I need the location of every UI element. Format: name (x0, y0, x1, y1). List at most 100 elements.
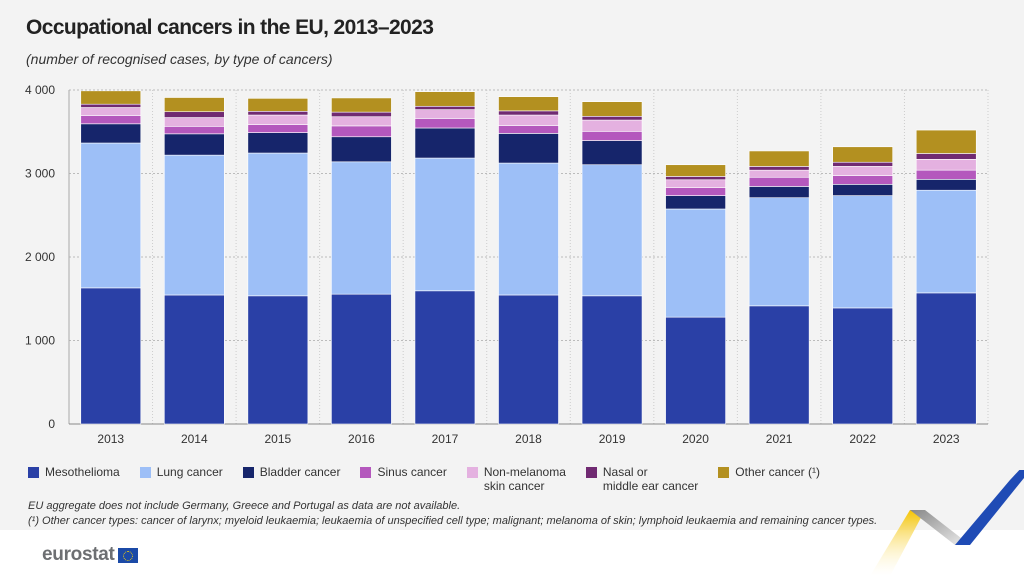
legend-item-other-cancer: Other cancer (¹) (718, 465, 820, 479)
x-tick-label: 2014 (181, 432, 208, 446)
eurostat-decoration (870, 470, 1024, 576)
chart-title: Occupational cancers in the EU, 2013–202… (26, 16, 434, 39)
y-tick-label: 2 000 (25, 250, 55, 264)
y-tick-label: 3 000 (25, 167, 55, 181)
bar-segment-bladder-cancer-2013 (80, 123, 142, 144)
bar-segment-sinus-cancer-2015 (247, 124, 309, 133)
x-tick-label: 2021 (766, 432, 793, 446)
bar-segment-nasal-or-2019 (581, 116, 643, 121)
bar-segment-nasal-or-2020 (665, 176, 726, 181)
legend-swatch (28, 467, 39, 478)
legend-item-bladder-cancer: Bladder cancer (242, 465, 341, 479)
bar-segment-non-melanoma-2021 (748, 169, 810, 178)
bar-segment-mesothelioma-2020 (665, 316, 726, 425)
legend-item-lung-cancer: Lung cancer (139, 465, 223, 479)
bar-segment-mesothelioma-2023 (915, 292, 977, 425)
bar-segment-mesothelioma-2013 (80, 287, 142, 425)
bar-segment-sinus-cancer-2013 (80, 115, 142, 125)
bar-segment-other-cancer--2015 (247, 98, 309, 112)
bar-segment-nasal-or-2013 (80, 103, 142, 108)
bar-segment-non-melanoma-2022 (832, 166, 893, 176)
x-tick-label: 2015 (265, 432, 292, 446)
bar-segment-non-melanoma-2023 (915, 159, 977, 171)
bar-segment-bladder-cancer-2018 (498, 133, 559, 164)
bar-segment-bladder-cancer-2015 (247, 132, 309, 154)
x-tick-label: 2013 (97, 432, 124, 446)
bar-segment-mesothelioma-2022 (832, 307, 893, 425)
x-tick-label: 2022 (849, 432, 876, 446)
chart-subtitle: (number of recognised cases, by type of … (26, 51, 333, 67)
legend-label: Bladder cancer (259, 465, 341, 479)
bar-segment-nasal-or-2015 (247, 110, 309, 116)
bar-segment-non-melanoma-2017 (414, 109, 476, 119)
bar-segment-other-cancer--2014 (164, 97, 225, 113)
bar-segment-non-melanoma-2015 (247, 114, 309, 125)
bar-segment-mesothelioma-2019 (581, 295, 643, 425)
eu-flag-icon (117, 547, 138, 563)
bar-segment-non-melanoma-2013 (80, 107, 142, 116)
bar-segment-bladder-cancer-2022 (832, 184, 893, 196)
legend-label: Sinus cancer (377, 465, 447, 479)
x-tick-label: 2019 (599, 432, 626, 446)
y-tick-label: 0 (48, 417, 55, 431)
legend-swatch (139, 467, 151, 478)
eurostat-logo: eurostat (42, 544, 138, 566)
bar-segment-mesothelioma-2017 (414, 290, 476, 425)
bar-segment-non-melanoma-2016 (331, 116, 392, 127)
bar-segment-sinus-cancer-2022 (832, 175, 893, 185)
bar-segment-other-cancer--2023 (915, 129, 977, 154)
bar-segment-lung-cancer-2017 (414, 157, 476, 292)
y-tick-label: 4 000 (25, 83, 55, 97)
bar-segment-nasal-or-2021 (748, 166, 810, 171)
bar-segment-bladder-cancer-2023 (915, 179, 977, 191)
bar-segment-non-melanoma-2018 (498, 114, 559, 126)
bar-segment-lung-cancer-2015 (247, 152, 309, 297)
bar-segment-other-cancer--2016 (331, 97, 392, 113)
bar-segment-other-cancer--2019 (581, 101, 643, 117)
bar-segment-mesothelioma-2016 (331, 293, 392, 425)
legend-swatch (585, 467, 597, 478)
bar-segment-other-cancer--2022 (832, 146, 893, 163)
y-tick-label: 1 000 (25, 334, 55, 348)
bar-segment-mesothelioma-2014 (164, 294, 225, 425)
bar-segment-lung-cancer-2020 (665, 208, 726, 318)
bar-segment-bladder-cancer-2020 (665, 195, 726, 210)
bar-segment-other-cancer--2013 (80, 90, 142, 105)
bar-segment-non-melanoma-2014 (164, 117, 225, 127)
legend-item-sinus-cancer: Sinus cancer (360, 465, 447, 479)
bar-segment-other-cancer--2020 (665, 164, 726, 177)
x-tick-label: 2023 (933, 432, 960, 446)
bar-segment-lung-cancer-2022 (832, 195, 893, 309)
legend-label: Nasal or middle ear cancer (602, 465, 699, 493)
bar-segment-mesothelioma-2021 (748, 305, 810, 425)
x-tick-label: 2018 (515, 432, 542, 446)
bar-segment-lung-cancer-2018 (498, 162, 559, 296)
bar-segment-lung-cancer-2021 (748, 197, 810, 307)
bar-segment-other-cancer--2021 (748, 150, 810, 167)
legend-label: Mesothelioma (45, 465, 120, 479)
x-tick-label: 2017 (432, 432, 459, 446)
bar-segment-bladder-cancer-2017 (414, 127, 476, 159)
legend-label: Other cancer (¹) (735, 465, 820, 479)
legend-item-non-melanoma: Non-melanoma skin cancer (466, 465, 566, 493)
footnote-other-cancer: (¹) Other cancer types: cancer of larynx… (28, 515, 878, 527)
bar-segment-sinus-cancer-2014 (164, 126, 225, 135)
legend-item-mesothelioma: Mesothelioma (28, 465, 120, 479)
bar-segment-other-cancer--2017 (414, 91, 476, 107)
bar-segment-nasal-or-2018 (498, 110, 559, 116)
bar-segment-lung-cancer-2014 (164, 154, 225, 296)
bar-segment-mesothelioma-2015 (247, 295, 309, 425)
bar-segment-lung-cancer-2019 (581, 164, 643, 297)
bar-segment-nasal-or-2023 (915, 153, 977, 160)
bar-segment-sinus-cancer-2020 (665, 187, 726, 196)
legend-item-nasal: Nasal or middle ear cancer (585, 465, 699, 493)
bar-segment-nasal-or-2022 (832, 161, 893, 167)
bar-segment-bladder-cancer-2016 (331, 136, 392, 163)
footnote-eu-aggregate: EU aggregate does not include Germany, G… (28, 500, 461, 512)
legend-swatch (466, 467, 478, 478)
bar-segment-bladder-cancer-2021 (748, 186, 810, 199)
bar-segment-nasal-or-2017 (414, 105, 476, 110)
bar-segment-non-melanoma-2020 (665, 179, 726, 188)
bar-segment-other-cancer--2018 (498, 96, 559, 112)
legend-label: Non-melanoma skin cancer (483, 465, 566, 493)
